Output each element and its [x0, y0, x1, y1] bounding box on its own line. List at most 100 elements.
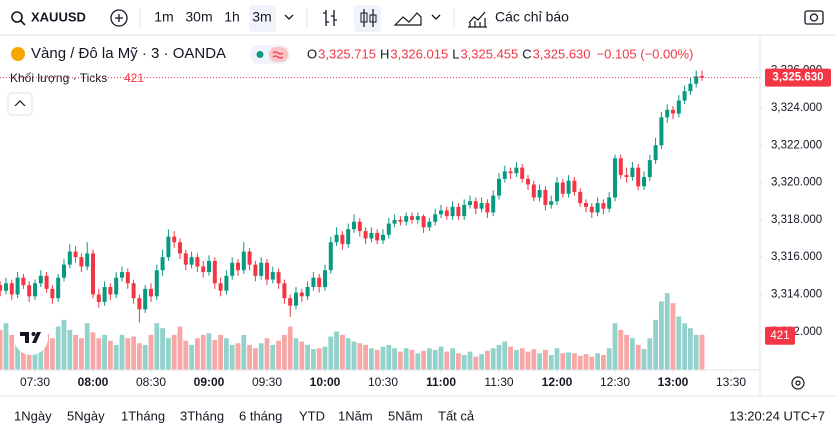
candle-body: [566, 180, 571, 194]
x-tick-label: 13:00: [658, 375, 689, 389]
volume-bar: [548, 354, 554, 370]
symbol[interactable]: XAUUSD: [31, 9, 86, 24]
candle-body: [560, 182, 565, 194]
interval[interactable]: 1h: [224, 9, 240, 25]
volume-bar: [455, 353, 461, 370]
candle-body: [125, 272, 130, 284]
volume-bar: [212, 339, 218, 370]
candle-icon[interactable]: [363, 9, 374, 27]
bars-icon[interactable]: [323, 10, 337, 26]
candle-body: [131, 283, 136, 299]
volume-bar: [328, 336, 334, 370]
search-icon[interactable]: [11, 11, 23, 23]
area-icon[interactable]: [393, 12, 422, 26]
volume-bar: [658, 301, 664, 370]
volume-title: Khối lượng · Ticks: [10, 71, 107, 85]
range-button[interactable]: 6 tháng: [239, 408, 282, 423]
volume-bar: [73, 334, 78, 370]
candle-body: [311, 277, 316, 288]
candle-body: [259, 262, 264, 276]
range-button[interactable]: 1Tháng: [121, 408, 165, 423]
candle-body: [670, 109, 675, 114]
range-button[interactable]: 3Tháng: [180, 408, 224, 423]
candle-body: [27, 285, 32, 297]
chart-type-dropdown[interactable]: [431, 14, 441, 20]
volume-bar: [606, 348, 612, 370]
interval-group: 1m 30m 1h 3m: [154, 9, 271, 25]
candle-body: [380, 234, 385, 241]
x-tick-label: 07:30: [20, 375, 50, 389]
volume-bar: [502, 341, 508, 370]
volume-bar: [577, 355, 583, 370]
candle-body: [682, 91, 687, 101]
volume-bar: [624, 334, 629, 370]
indicators[interactable]: Các chỉ báo: [495, 9, 569, 25]
volume-bar: [160, 328, 165, 370]
volume-bar: [676, 316, 682, 370]
candle-body: [305, 287, 310, 297]
range-button[interactable]: YTD: [299, 408, 325, 423]
candle-body: [543, 190, 548, 205]
candle-body: [85, 253, 90, 267]
interval-dropdown[interactable]: [284, 14, 294, 20]
volume-bar: [531, 349, 537, 370]
snapshot-icon[interactable]: [804, 10, 824, 25]
ohlc-key: O: [307, 46, 317, 61]
snapshot-lens: [809, 13, 819, 22]
volume-bar: [0, 329, 3, 370]
last-price-label: 3,325.630: [772, 72, 823, 84]
x-tick-label: 10:30: [368, 375, 398, 389]
volume-bar: [96, 338, 102, 370]
range-button[interactable]: 1Năm: [338, 408, 373, 423]
volume-bar: [444, 351, 450, 370]
candle-body: [44, 275, 49, 289]
volume-bar: [467, 351, 473, 370]
volume-bar: [131, 336, 136, 370]
range-button[interactable]: 5Ngày: [67, 408, 105, 423]
interval[interactable]: 1m: [154, 9, 173, 25]
interval[interactable]: 30m: [185, 9, 212, 25]
y-tick-label: 3,324.000: [771, 102, 822, 114]
add-symbol[interactable]: [110, 9, 128, 27]
settings-icon[interactable]: [791, 376, 805, 390]
volume-bar: [136, 343, 142, 370]
candle-body: [270, 272, 275, 280]
market-open-dot: [256, 51, 264, 58]
volume-bar: [49, 338, 55, 370]
logo-dot: [31, 332, 36, 336]
candle-body: [96, 294, 101, 302]
volume-tag: [765, 326, 795, 345]
volume-bar: [595, 353, 600, 370]
range-button[interactable]: 1Ngày: [14, 408, 52, 423]
candle-body: [676, 100, 681, 114]
volume-bar: [322, 346, 328, 370]
range-button[interactable]: 5Năm: [388, 408, 423, 423]
candle-body: [630, 167, 635, 177]
candle-body: [299, 292, 304, 297]
volume-bar: [508, 346, 513, 370]
candle-body: [496, 178, 501, 196]
candle-body: [102, 287, 107, 302]
volume-bar: [247, 344, 252, 370]
candle-body: [444, 210, 449, 217]
volume-bar: [206, 333, 212, 370]
collapse-button[interactable]: [7, 92, 33, 116]
candle-body: [73, 251, 78, 258]
y-tick-label: 3,322.000: [771, 139, 822, 151]
indicators-icon[interactable]: [468, 11, 487, 28]
volume-bar: [450, 348, 455, 370]
x-tick-label: 10:00: [310, 375, 341, 389]
candle-body: [50, 288, 55, 299]
volume-bar: [525, 351, 531, 370]
volume-bar: [664, 293, 670, 370]
series-title: Vàng / Đô la Mỹ · 3 · OANDA: [31, 45, 226, 62]
ohlc-key: L: [452, 46, 459, 61]
volume-bar: [61, 319, 67, 370]
x-tick-label: 11:00: [426, 375, 456, 389]
volume-bar: [618, 329, 624, 370]
interval[interactable]: 3m: [252, 9, 271, 25]
range-button[interactable]: Tất cả: [438, 408, 475, 423]
candle-body: [462, 204, 467, 217]
last-price-tag: [765, 68, 831, 87]
add-icon: [115, 14, 123, 22]
